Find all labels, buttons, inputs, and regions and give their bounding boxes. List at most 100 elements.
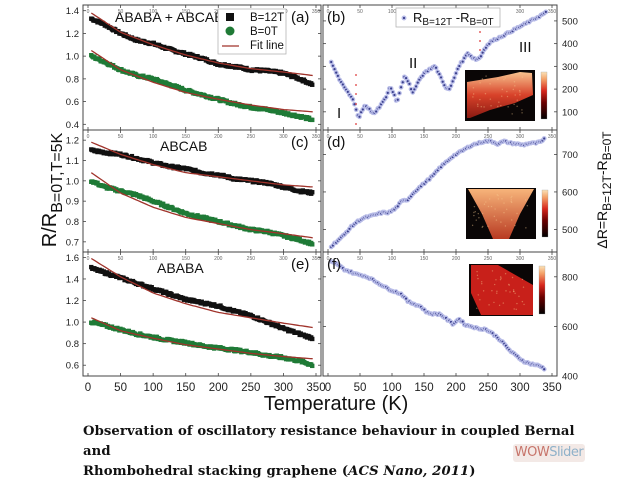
speckle <box>521 112 523 114</box>
y-tick-label: 1.2 <box>66 136 79 147</box>
legend: B=12T B=0T Fit line <box>217 8 287 55</box>
x-tick-label: 300 <box>274 382 293 394</box>
speckle <box>516 105 518 108</box>
x-tick-label-minor: 0 <box>327 134 330 140</box>
y-tick-label: 1.4 <box>66 6 79 17</box>
panel-label: (e) <box>291 256 309 273</box>
x-tick-label: 100 <box>382 382 401 394</box>
speckle <box>482 290 485 292</box>
speckle <box>512 88 515 91</box>
data-point <box>398 92 401 95</box>
speckle <box>493 301 495 304</box>
speckle <box>504 77 506 79</box>
speckle <box>488 304 490 306</box>
x-tick-label-minor: 50 <box>118 9 124 15</box>
speckle <box>506 95 509 98</box>
fit-line <box>91 141 313 188</box>
sample-map-inset <box>465 70 548 121</box>
region-label: III <box>519 39 532 56</box>
speckle <box>502 302 505 304</box>
x-tick-label: 200 <box>446 382 465 394</box>
y-tick-label: 1.1 <box>66 156 79 167</box>
speckle <box>503 78 505 81</box>
data-point <box>396 98 399 101</box>
data-point <box>428 178 431 181</box>
panel-label: (b) <box>327 9 345 26</box>
data-point <box>396 205 399 208</box>
speckle <box>479 299 481 301</box>
series-b0t <box>89 53 315 123</box>
data-point <box>310 242 315 247</box>
transition-marker <box>355 84 357 86</box>
speckle <box>512 289 515 291</box>
wowslider-watermark[interactable]: WOWSlider <box>513 444 585 462</box>
speckle <box>497 194 499 197</box>
legend-box <box>395 7 501 28</box>
sample-flake <box>468 189 534 239</box>
speckle <box>496 194 498 196</box>
speckle <box>511 113 513 115</box>
speckle <box>519 89 521 92</box>
speckle <box>494 208 496 210</box>
data-point <box>358 115 361 118</box>
speckle <box>510 197 512 199</box>
data-point <box>346 90 349 93</box>
x-tick-label: 350 <box>306 382 325 394</box>
speckle <box>472 93 475 95</box>
x-tick-label-minor: 100 <box>149 134 158 140</box>
x-tick-label: 100 <box>144 382 163 394</box>
speckle <box>523 303 525 306</box>
data-point <box>399 86 403 89</box>
data-point <box>411 91 414 94</box>
y-tick-label: 100 <box>562 107 578 118</box>
data-point <box>421 74 424 77</box>
data-point <box>451 80 454 83</box>
x-tick-label-minor: 50 <box>118 134 124 140</box>
y-tick-label: 0.8 <box>66 74 79 85</box>
speckle <box>499 276 502 278</box>
data-point <box>461 60 464 63</box>
data-point <box>333 68 336 71</box>
speckle <box>489 98 492 100</box>
data-point <box>443 84 446 87</box>
panel-label: (d) <box>327 134 345 151</box>
speckle <box>504 273 507 275</box>
speckle <box>526 205 529 207</box>
speckle <box>509 291 511 293</box>
speckle <box>504 225 507 227</box>
stacking-label: ABABA + ABCAB <box>115 9 224 25</box>
speckle <box>498 101 500 103</box>
fit-line <box>90 12 313 77</box>
x-tick-label: 300 <box>510 382 529 394</box>
x-tick-label-minor: 100 <box>149 9 158 15</box>
data-point <box>409 88 413 91</box>
speckle <box>477 105 479 107</box>
data-point <box>310 363 315 369</box>
x-tick-label-minor: 0 <box>327 9 330 15</box>
panel-f: 0 50 100 150 200 250 300 350 0 50 100 150 200 250 300 3… <box>322 251 578 394</box>
data-point <box>414 85 418 88</box>
data-point <box>543 137 546 140</box>
data-point <box>434 66 438 69</box>
speckle <box>521 76 524 78</box>
x-tick-label-minor: 350 <box>312 134 321 140</box>
speckle <box>516 99 518 101</box>
data-point <box>453 76 456 79</box>
data-point <box>404 297 408 300</box>
panel-b: 050100150200250300350100200300400500(b)R… <box>322 4 578 131</box>
speckle <box>519 91 521 93</box>
x-tick-label: 200 <box>209 382 228 394</box>
speckle <box>514 94 516 96</box>
y-tick-label: 500 <box>562 225 578 236</box>
data-point <box>310 82 315 87</box>
series-difference <box>328 9 549 120</box>
panel-label: (c) <box>291 134 309 151</box>
data-point <box>355 108 358 111</box>
x-tick-label-minor: 50 <box>357 134 363 140</box>
y-tick-label: 0.4 <box>66 120 79 131</box>
x-tick-label: 50 <box>354 382 367 394</box>
series-difference <box>328 259 547 372</box>
data-point <box>353 103 356 106</box>
x-tick-label-minor: 350 <box>548 134 557 140</box>
legend-marker-b12 <box>226 13 234 21</box>
